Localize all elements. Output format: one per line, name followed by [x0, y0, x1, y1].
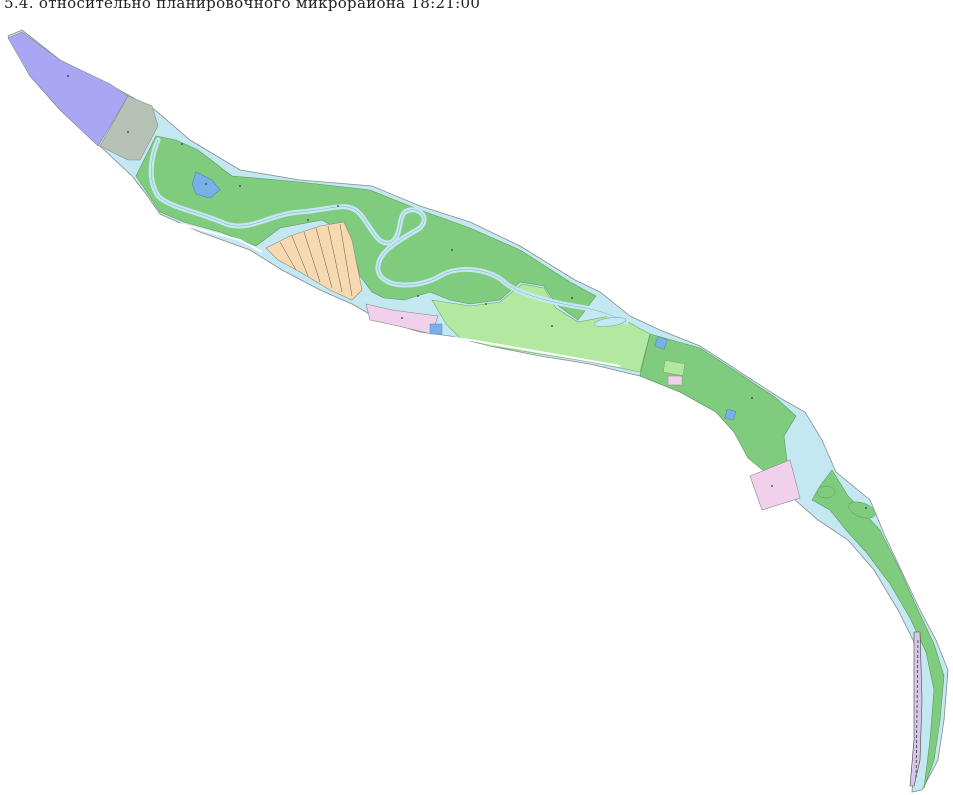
oxbow-lake [593, 317, 627, 327]
zone-pink-2 [749, 459, 801, 511]
zone-forest-south [811, 469, 945, 789]
map-caption: 5.4. относительно планировочного микрора… [4, 0, 481, 12]
zone-blue-1 [191, 171, 221, 199]
zone-pink-3 [667, 375, 683, 386]
zone-blue-4 [724, 408, 737, 421]
parcel-labels [67, 75, 867, 509]
parcel-small-1 [662, 360, 686, 376]
road [179, 223, 621, 367]
zone-blue-3 [654, 336, 668, 350]
zone-residential [265, 221, 363, 301]
residential-lot-lines [279, 223, 353, 297]
forest-islet-2 [848, 501, 876, 519]
zone-grey [99, 95, 159, 161]
railway-strip [909, 631, 923, 787]
zone-blue-2 [429, 323, 443, 335]
zone-forest-central [135, 135, 597, 321]
stream-outline [151, 139, 627, 323]
railway-line [915, 639, 919, 781]
river-corridor [7, 29, 949, 793]
forest-islet-1 [816, 485, 836, 499]
